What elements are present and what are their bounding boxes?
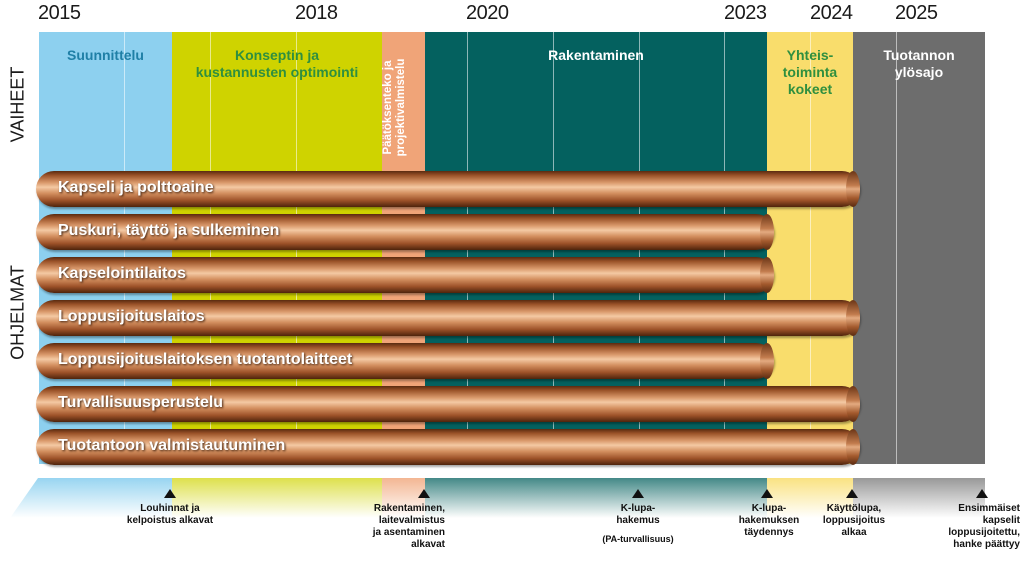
pipe-end-cap (760, 343, 774, 379)
year-label-2025: 2025 (895, 2, 938, 24)
year-label-2020: 2020 (466, 2, 509, 24)
milestone-marker (761, 489, 773, 498)
side-label-phases: VAIHEET (7, 66, 28, 143)
timeline-band-yhteistoiminta (767, 478, 853, 518)
timeline-band-ylosajo (853, 478, 985, 518)
phase-label-tuotannon-ylosajo: Tuotannon ylösajo (883, 47, 955, 80)
program-label: Puskuri, täyttö ja sulkeminen (58, 222, 280, 239)
phase-label-yhteistoiminta: Yhteis- toiminta kokeet (782, 47, 838, 97)
program-bar-puskuri: Puskuri, täyttö ja sulkeminen (36, 214, 774, 250)
timeline-band-suunnittelu (10, 478, 172, 518)
phase-label-rakentaminen: Rakentaminen (548, 47, 644, 63)
milestone-k-lupahakemus: K-lupa- hakemus (PA-turvallisuus) (602, 503, 674, 544)
phase-column-tuotannon-ylosajo (853, 32, 985, 464)
milestone-louhinnat: Louhinnat ja kelpoistus alkavat (126, 503, 214, 526)
milestone-marker (976, 489, 988, 498)
milestone-hanke-paattyy: Ensimmäiset kapselit loppusijoitettu, ha… (948, 503, 1020, 550)
program-bar-kapseli: Kapseli ja polttoaine (36, 171, 860, 207)
year-gridline (896, 32, 897, 464)
program-label: Tuotantoon valmistautuminen (58, 437, 286, 454)
program-bar-loppusijoituslaitos: Loppusijoituslaitos (36, 300, 860, 336)
program-label: Loppusijoituslaitoksen tuotantolaitteet (58, 351, 353, 368)
year-label-2024: 2024 (810, 2, 853, 24)
phase-label-konseptin-optimointi: Konseptin ja kustannusten optimointi (195, 47, 359, 80)
year-label-2023: 2023 (724, 2, 767, 24)
program-bar-tuotantoon-valmistautuminen: Tuotantoon valmistautuminen (36, 429, 860, 465)
pipe-end-cap (846, 171, 860, 207)
program-bar-kapselointilaitos: Kapselointilaitos (36, 257, 774, 293)
timeline-band-paatoksenteko (382, 478, 425, 518)
side-label-programs: OHJELMAT (7, 265, 28, 360)
pipe-end-cap (846, 429, 860, 465)
program-bar-tuotantolaitteet: Loppusijoituslaitoksen tuotantolaitteet (36, 343, 774, 379)
milestone-rakentaminen-alkaa: Rakentaminen, laitevalmistus ja asentami… (372, 503, 445, 550)
program-label: Kapselointilaitos (58, 265, 187, 282)
milestone-k-lupahakemuksen-taydennys: K-lupa- hakemuksen täydennys (738, 503, 800, 538)
milestone-kayttolupa: Käyttölupa, loppusijoitus alkaa (822, 503, 886, 538)
pipe-end-cap (846, 300, 860, 336)
milestone-marker (164, 489, 176, 498)
year-label-2018: 2018 (295, 2, 338, 24)
pipe-end-cap (760, 257, 774, 293)
phase-label-paatoksenteko: Päätöksenteko ja projektivalmistelu (382, 58, 407, 157)
phase-label-suunnittelu: Suunnittelu (67, 47, 144, 63)
pipe-end-cap (846, 386, 860, 422)
year-gridline (810, 32, 811, 464)
program-label: Turvallisuusperustelu (58, 394, 224, 411)
pipe-end-cap (760, 214, 774, 250)
program-bar-turvallisuusperustelu: Turvallisuusperustelu (36, 386, 860, 422)
program-label: Kapseli ja polttoaine (58, 179, 214, 196)
milestone-marker (632, 489, 644, 498)
milestone-marker (846, 489, 858, 498)
year-label-2015: 2015 (38, 2, 81, 24)
program-label: Loppusijoituslaitos (58, 308, 205, 325)
milestone-marker (418, 489, 430, 498)
timeline-band-rakentaminen (425, 478, 767, 518)
timeline-band-konseptin (172, 478, 382, 518)
